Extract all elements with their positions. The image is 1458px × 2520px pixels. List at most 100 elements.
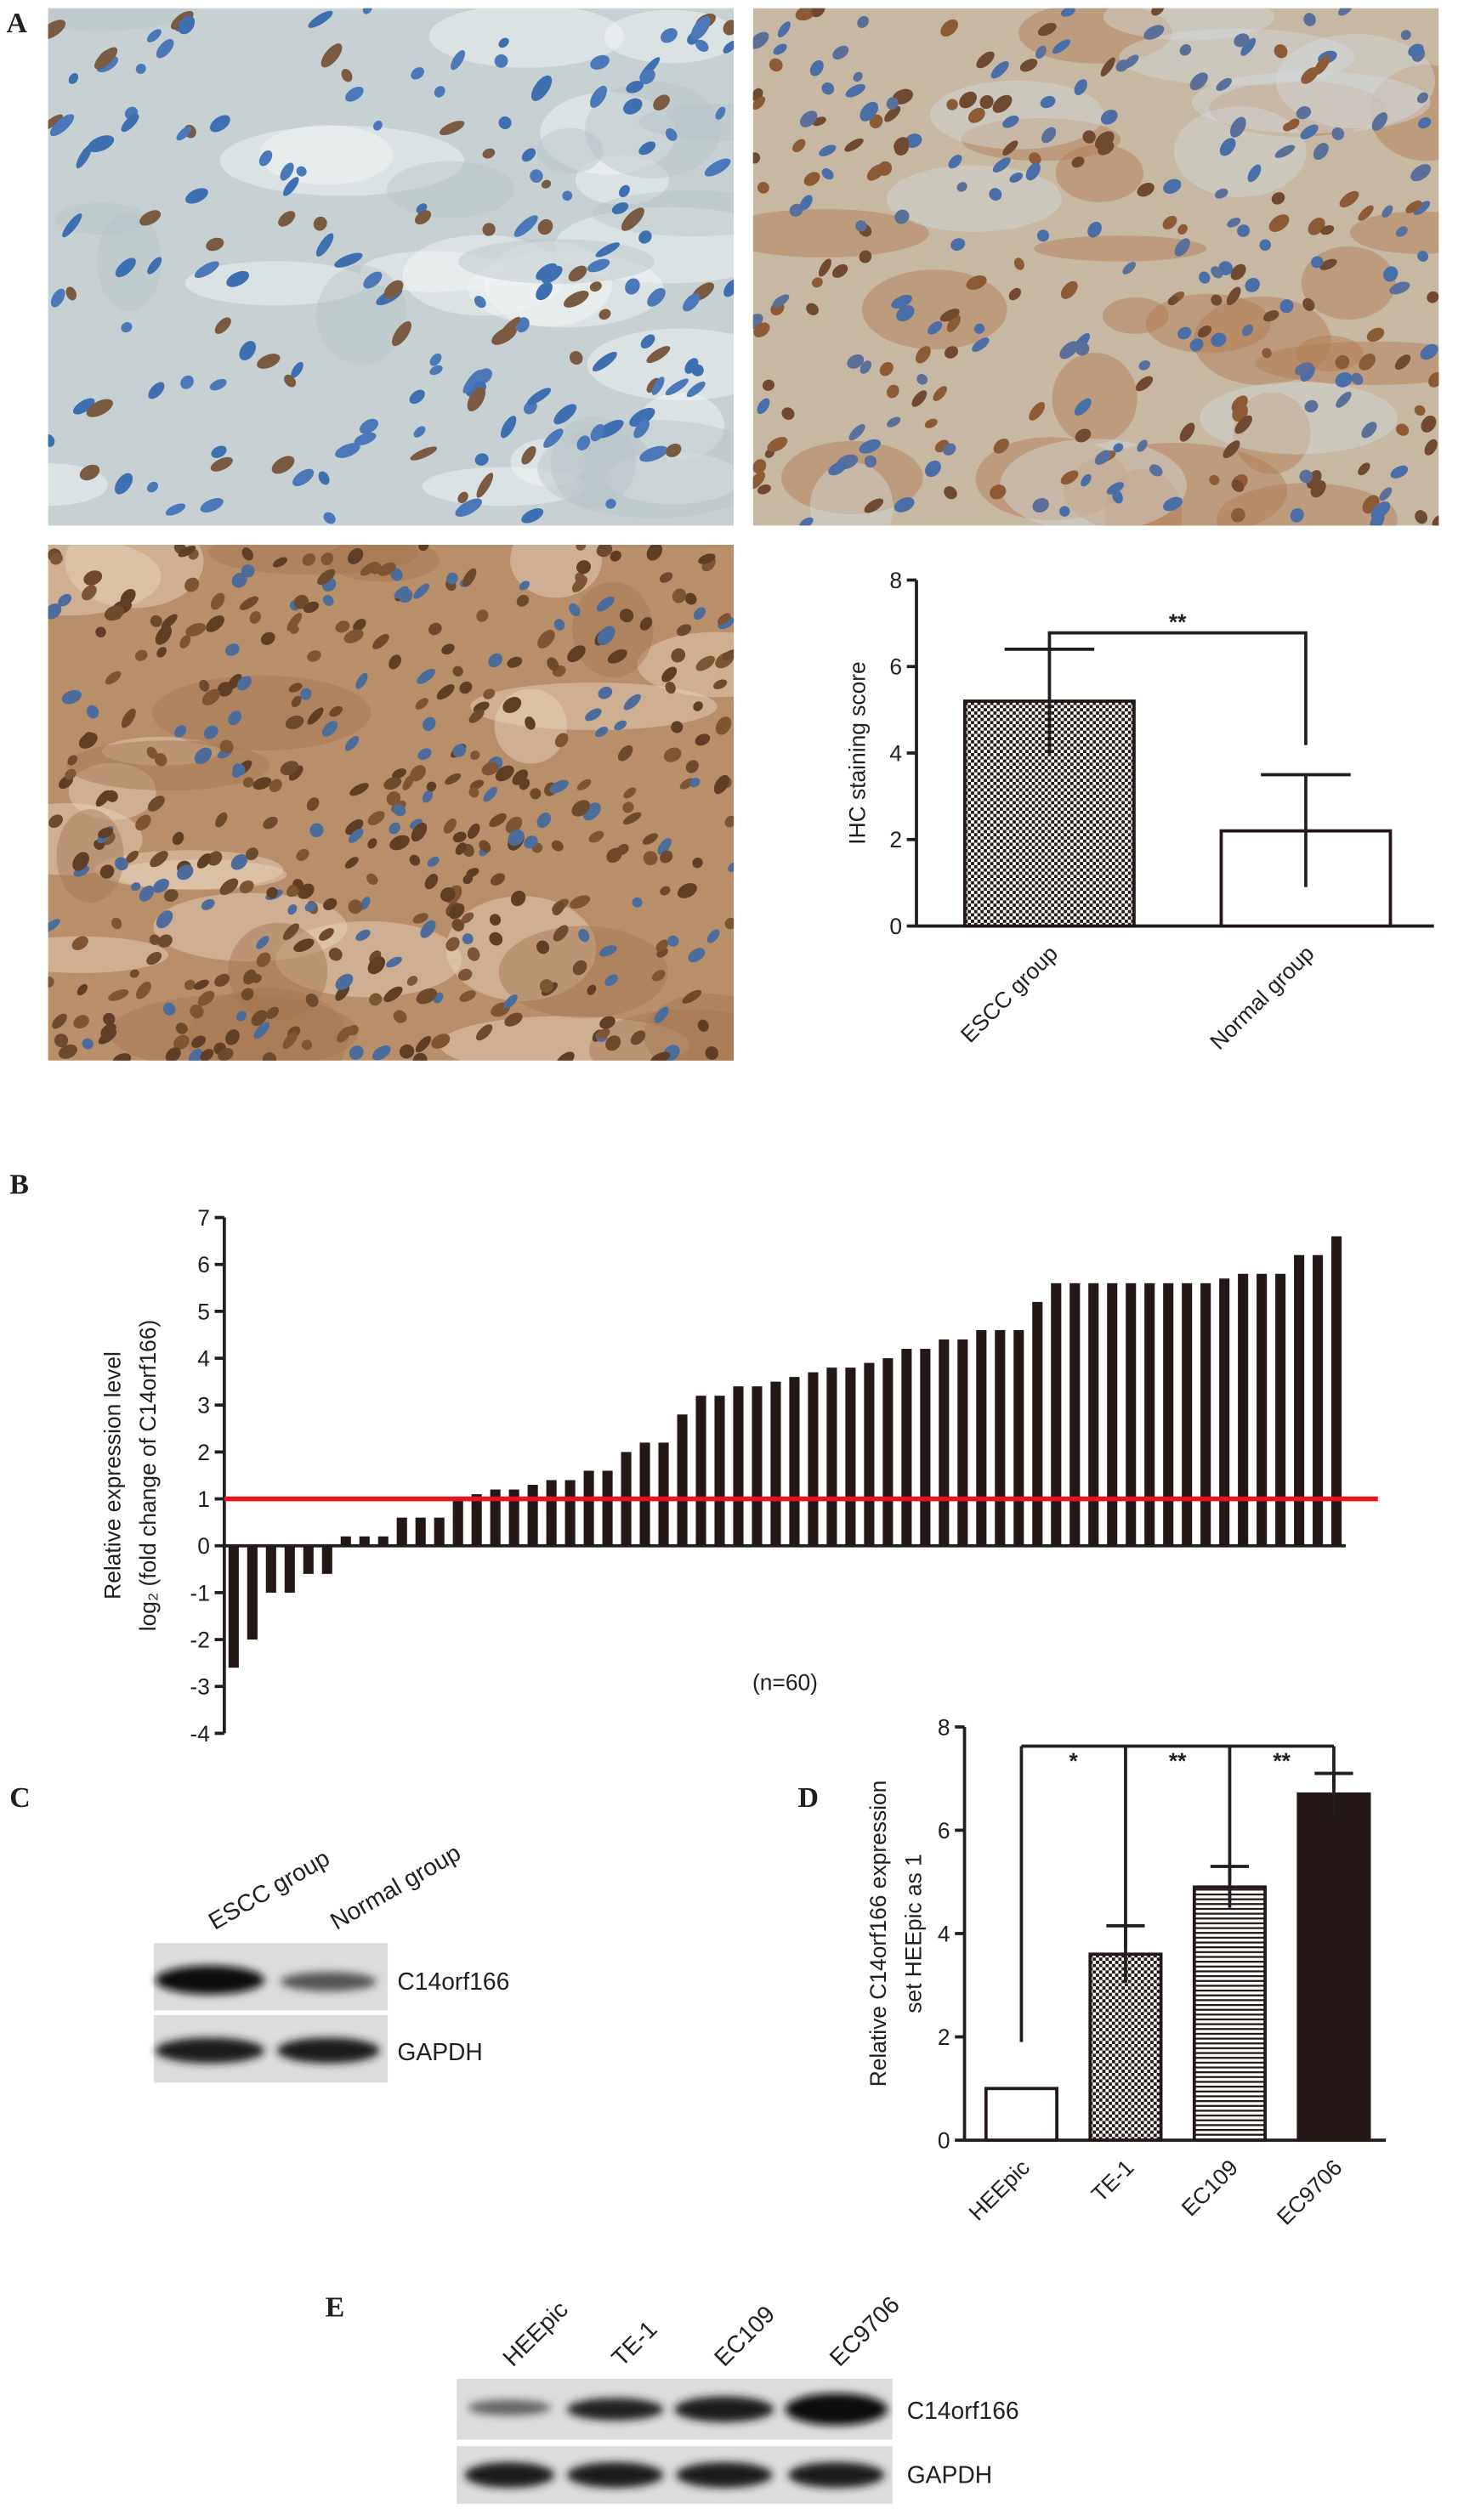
nucleus <box>588 830 604 843</box>
nucleus <box>519 580 530 591</box>
nucleus <box>451 919 465 932</box>
nucleus <box>990 484 1007 500</box>
nucleus <box>88 135 115 153</box>
bar <box>396 1517 407 1546</box>
nucleus <box>667 935 679 947</box>
tissue-texture <box>961 118 1121 161</box>
nucleus <box>592 352 617 371</box>
nucleus <box>420 920 436 938</box>
bar <box>265 1545 276 1593</box>
nucleus <box>1283 122 1294 132</box>
nucleus <box>521 508 544 524</box>
nucleus <box>86 399 113 417</box>
nucleus <box>48 603 62 620</box>
nucleus <box>578 928 590 943</box>
nucleus <box>939 309 960 322</box>
nucleus <box>967 107 985 123</box>
nucleus <box>489 813 507 828</box>
nucleus <box>1029 402 1046 421</box>
nucleus <box>1379 487 1393 501</box>
bar <box>1275 1273 1286 1546</box>
bar <box>789 1377 800 1546</box>
nucleus <box>474 453 489 466</box>
nucleus <box>148 382 165 399</box>
significance-label: ** <box>1169 609 1187 635</box>
nucleus <box>52 1013 67 1029</box>
tissue-texture <box>1349 211 1439 254</box>
nucleus <box>495 765 514 782</box>
nucleus <box>206 237 224 252</box>
bar <box>527 1485 538 1546</box>
nucleus <box>147 257 162 275</box>
tissue-texture <box>752 208 929 258</box>
nucleus <box>1229 116 1246 138</box>
nucleus <box>427 856 440 867</box>
nucleus <box>1113 443 1124 453</box>
nucleus <box>483 688 496 699</box>
nucleus <box>108 988 129 1001</box>
significance-bracket <box>1047 631 1308 745</box>
nucleus <box>646 346 671 364</box>
nucleus <box>1320 224 1335 235</box>
nucleus <box>623 98 643 115</box>
tissue-texture <box>1063 443 1288 526</box>
bar <box>1296 1792 1371 2142</box>
y-tick-label: 2 <box>197 1440 210 1465</box>
nucleus <box>1416 92 1428 104</box>
nucleus <box>266 886 278 899</box>
nucleus <box>1174 238 1190 257</box>
nucleus <box>258 150 273 167</box>
nucleus <box>1100 110 1118 125</box>
nucleus <box>845 83 865 98</box>
nucleus <box>799 110 818 127</box>
nucleus <box>1094 131 1115 150</box>
nucleus <box>147 796 165 812</box>
bar <box>546 1480 557 1546</box>
nucleus <box>150 851 168 868</box>
nucleus <box>647 287 666 307</box>
nucleus <box>693 701 703 711</box>
blot-band <box>785 2393 888 2426</box>
nucleus <box>389 822 400 835</box>
nucleus <box>354 432 377 446</box>
nucleus <box>1197 326 1212 338</box>
nucleus <box>467 823 480 839</box>
lane-label: Normal group <box>326 1838 465 1934</box>
nucleus <box>993 438 1009 454</box>
nucleus <box>1394 354 1411 370</box>
nucleus <box>821 167 834 180</box>
bar <box>957 1339 968 1546</box>
nucleus <box>1060 470 1079 485</box>
nucleus <box>911 390 928 407</box>
nucleus <box>660 850 673 864</box>
nucleus <box>623 694 641 711</box>
nucleus <box>639 445 668 462</box>
nucleus <box>1002 140 1018 156</box>
blot-band <box>788 2461 885 2489</box>
bar <box>1219 1278 1230 1546</box>
y-tick-label: -1 <box>190 1580 209 1605</box>
nucleus <box>125 850 139 864</box>
nucleus <box>619 609 634 623</box>
nucleus <box>321 43 343 68</box>
bar <box>1182 1283 1193 1546</box>
nucleus <box>1041 127 1057 144</box>
nucleus <box>1115 59 1129 72</box>
nucleus <box>188 1049 203 1061</box>
x-tick-label: ESCC group <box>956 941 1063 1048</box>
nucleus <box>135 63 146 74</box>
bar <box>1126 1283 1137 1546</box>
nucleus <box>752 459 767 474</box>
nucleus <box>1029 152 1041 165</box>
nucleus <box>271 456 295 474</box>
nucleus <box>723 20 735 36</box>
nucleus <box>1319 258 1337 270</box>
nucleus <box>567 645 586 663</box>
nucleus <box>230 853 248 870</box>
nucleus <box>417 668 436 684</box>
significance-label: ** <box>1273 1748 1291 1774</box>
nucleus <box>129 969 139 978</box>
nucleus <box>1216 77 1232 91</box>
nucleus <box>209 378 227 391</box>
nucleus <box>280 761 299 776</box>
